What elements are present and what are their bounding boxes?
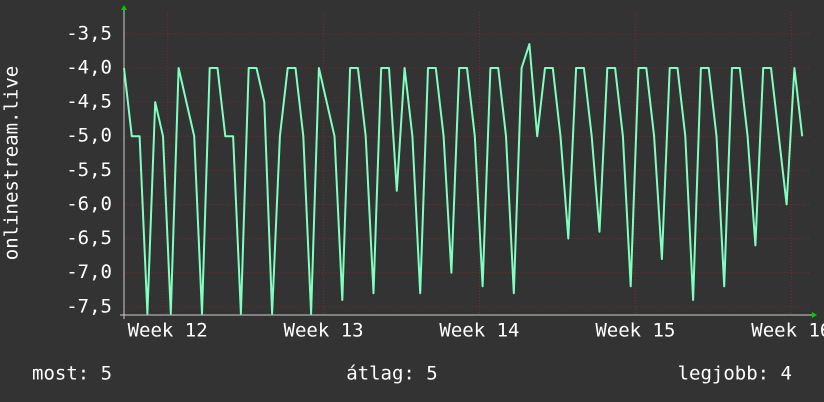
y-tick-label: -4,5: [66, 91, 112, 113]
axis-arrow: [121, 5, 127, 10]
y-tick-label: -5,5: [66, 159, 112, 181]
x-tick-label: Week 16: [751, 320, 824, 342]
stat-average: átlag: 5: [346, 363, 438, 385]
x-tick-label: Week 13: [284, 320, 364, 342]
y-tick-label: -4,0: [66, 56, 112, 78]
y-tick-label: -3,5: [66, 22, 112, 44]
y-tick-label: -7,0: [66, 261, 112, 283]
y-tick-label: -5,0: [66, 125, 112, 147]
axis-arrow: [812, 312, 817, 318]
stat-best: legjobb: 4: [678, 363, 792, 385]
y-tick-label: -6,5: [66, 227, 112, 249]
data-line: [123, 43, 804, 315]
x-tick-label: Week 15: [595, 320, 675, 342]
y-tick-label: -7,5: [66, 295, 112, 317]
x-tick-label: Week 12: [128, 320, 208, 342]
stat-current: most: 5: [32, 363, 112, 385]
y-tick-label: -6,0: [66, 193, 112, 215]
x-tick-label: Week 14: [439, 320, 519, 342]
y-axis-label: onlinestream.live: [1, 66, 23, 260]
